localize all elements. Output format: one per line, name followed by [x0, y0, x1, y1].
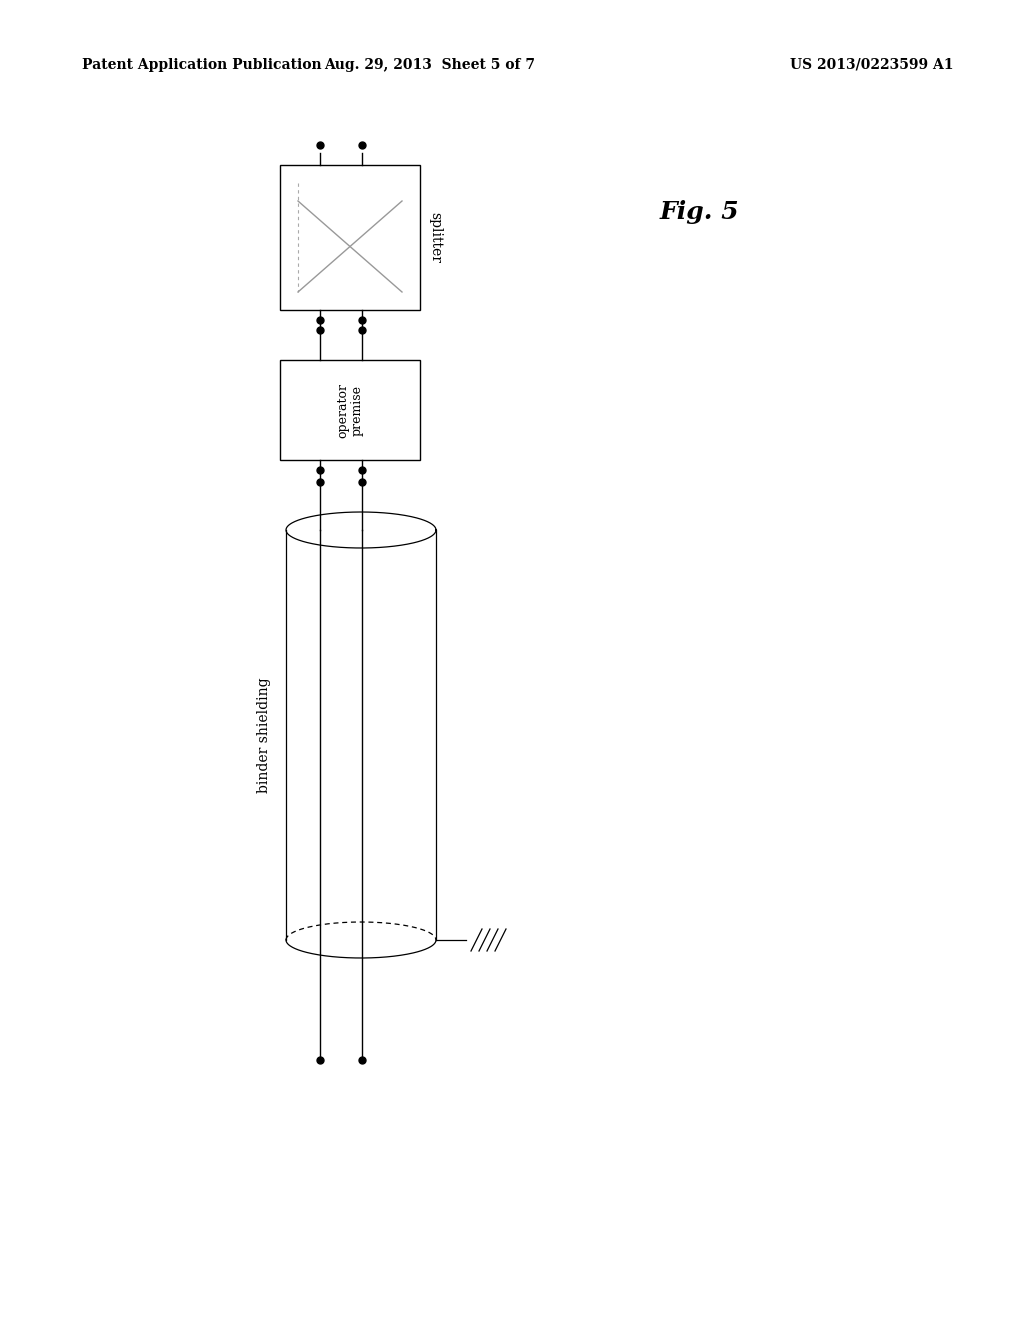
Text: Aug. 29, 2013  Sheet 5 of 7: Aug. 29, 2013 Sheet 5 of 7 [325, 58, 536, 73]
Text: Fig. 5: Fig. 5 [660, 201, 739, 224]
Bar [280, 165, 420, 310]
Text: binder shielding: binder shielding [257, 677, 271, 793]
Text: US 2013/0223599 A1: US 2013/0223599 A1 [790, 58, 953, 73]
Text: Patent Application Publication: Patent Application Publication [82, 58, 322, 73]
Bar [280, 360, 420, 459]
Text: operator
premise: operator premise [336, 383, 364, 437]
Text: splitter: splitter [428, 213, 442, 263]
